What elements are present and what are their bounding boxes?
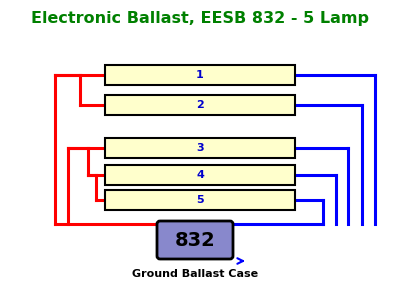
FancyBboxPatch shape <box>157 221 233 259</box>
FancyBboxPatch shape <box>105 165 295 185</box>
Text: 5: 5 <box>196 195 204 205</box>
Text: 3: 3 <box>196 143 204 153</box>
Text: 832: 832 <box>175 230 215 250</box>
FancyBboxPatch shape <box>105 95 295 115</box>
Text: Electronic Ballast, EESB 832 - 5 Lamp: Electronic Ballast, EESB 832 - 5 Lamp <box>31 11 369 26</box>
FancyBboxPatch shape <box>105 65 295 85</box>
Text: 1: 1 <box>196 70 204 80</box>
Text: 2: 2 <box>196 100 204 110</box>
Text: Ground Ballast Case: Ground Ballast Case <box>132 269 258 279</box>
Text: 4: 4 <box>196 170 204 180</box>
FancyBboxPatch shape <box>105 138 295 158</box>
FancyBboxPatch shape <box>105 190 295 210</box>
